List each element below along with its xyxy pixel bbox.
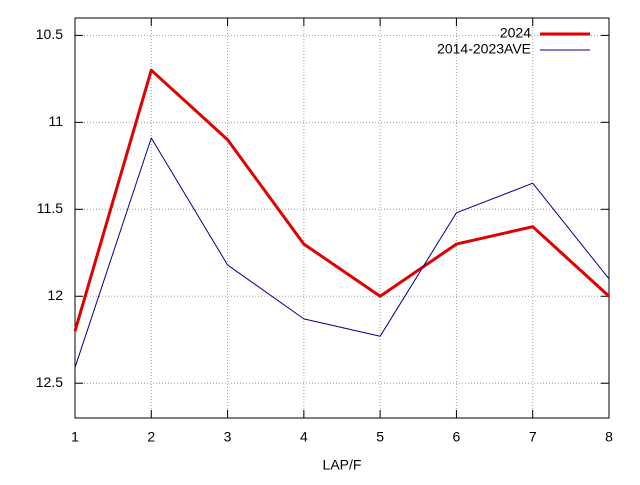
line-series [74,137,610,368]
x-axis-label: LAP/F [323,457,362,473]
line-series [73,68,611,332]
legend-label: 2014-2023AVE [437,41,531,57]
x-tick-label: 6 [453,429,461,445]
x-tick-label: 8 [605,429,613,445]
x-tick-label: 4 [300,429,308,445]
legend-label: 2024 [500,25,531,41]
x-tick-label: 2 [147,429,155,445]
x-tick-label: 3 [224,429,232,445]
y-tick-label: 12 [47,287,63,303]
x-tick-label: 7 [529,429,537,445]
x-tick-label: 1 [71,429,79,445]
plot-border [74,17,610,419]
y-tick-label: 11.5 [37,200,63,216]
y-tick-label: 10.5 [36,26,63,42]
y-tick-label: 12.5 [36,374,63,390]
y-tick-label: 11 [48,113,63,129]
x-tick-label: 5 [376,429,384,445]
